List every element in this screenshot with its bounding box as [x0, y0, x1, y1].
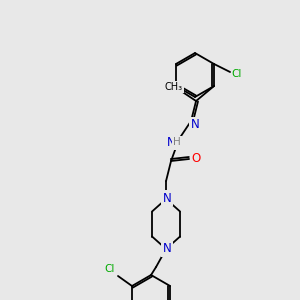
Text: N: N [191, 118, 200, 131]
Text: H: H [173, 137, 181, 147]
Text: Cl: Cl [105, 264, 115, 274]
Text: O: O [191, 152, 201, 166]
Text: N: N [163, 191, 171, 205]
Text: N: N [167, 136, 176, 148]
Text: N: N [163, 242, 171, 256]
Text: CH₃: CH₃ [165, 82, 183, 92]
Text: Cl: Cl [232, 69, 242, 79]
